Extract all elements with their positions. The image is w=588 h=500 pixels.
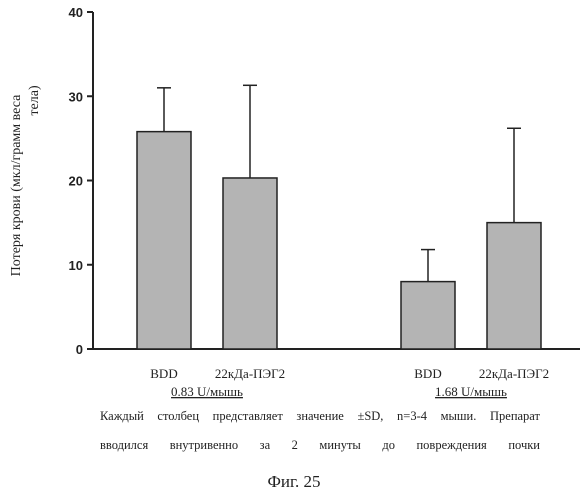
chart-labels: 0 10 20 30 40 Потеря крови (мкл/грамм весател…	[9, 5, 549, 399]
bar	[401, 282, 455, 349]
x-group-label: 0.83 U/мышь	[171, 384, 243, 399]
figure-caption: Фиг. 25	[0, 472, 588, 492]
bar	[137, 132, 191, 349]
figure-note-line-1: Каждый столбец представляет значение ±SD…	[100, 410, 540, 423]
y-axis-title-line-2: тела)	[27, 85, 42, 116]
x-category-label: 22кДа-ПЭГ2	[215, 366, 285, 381]
y-tick-label: 0	[76, 342, 83, 357]
bar-chart: 0 10 20 30 40 Потеря крови (мкл/грамм весател…	[0, 0, 588, 410]
y-tick-label: 40	[69, 5, 83, 20]
bar	[487, 223, 541, 349]
x-category-label: BDD	[150, 366, 177, 381]
x-category-label: BDD	[414, 366, 441, 381]
chart-bars	[137, 85, 541, 349]
y-tick-label: 10	[69, 258, 83, 273]
bar	[223, 178, 277, 349]
y-axis-title-line-1: Потеря крови (мкл/грамм веса	[9, 94, 24, 276]
y-tick-label: 30	[69, 89, 83, 104]
x-group-label: 1.68 U/мышь	[435, 384, 507, 399]
figure-note-line-2: вводился внутривенно за 2 минуты до повр…	[100, 439, 540, 452]
y-tick-label: 20	[69, 174, 83, 189]
x-category-label: 22кДа-ПЭГ2	[479, 366, 549, 381]
